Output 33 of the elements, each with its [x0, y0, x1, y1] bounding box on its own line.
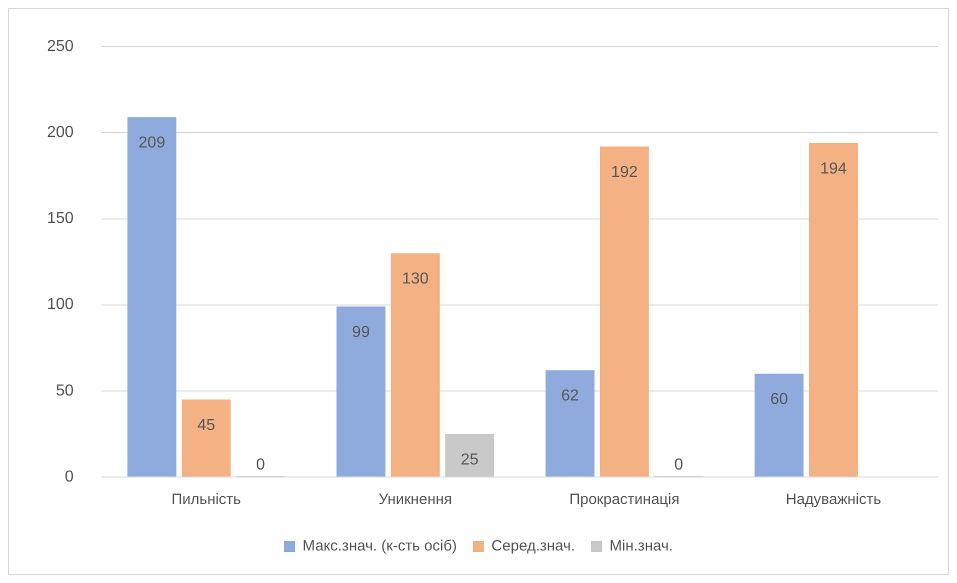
data-label: 194: [820, 160, 847, 178]
y-tick-label: 50: [56, 382, 74, 400]
bar: [445, 434, 494, 476]
x-tick-label: Пильність: [171, 491, 242, 508]
data-label: 192: [611, 164, 638, 181]
bar: [127, 117, 176, 476]
legend-label: Серед.знач.: [491, 538, 576, 555]
data-label: 209: [138, 134, 166, 152]
bar: [600, 146, 649, 476]
legend-label: Мін.знач.: [610, 538, 673, 555]
y-tick-label: 0: [64, 468, 74, 486]
y-tick-label: 250: [46, 38, 74, 56]
bar: [336, 306, 386, 476]
data-label: 45: [197, 416, 216, 434]
data-label: 62: [561, 388, 580, 405]
data-label: 60: [770, 391, 788, 408]
x-tick-label: Надуважність: [786, 491, 882, 508]
x-tick-label: Прокрастинація: [569, 491, 680, 508]
bar: [182, 400, 231, 476]
data-label: 130: [402, 270, 429, 288]
data-label: 0: [674, 456, 684, 474]
y-tick-label: 150: [46, 210, 74, 228]
x-tick-label: Уникнення: [378, 491, 452, 508]
data-label: 25: [460, 451, 479, 468]
bar: [546, 370, 594, 476]
y-tick-label: 100: [46, 296, 74, 314]
legend-label: Макс.знач. (к-сть осіб): [302, 538, 457, 555]
data-label: 0: [256, 456, 266, 474]
data-label: 99: [352, 324, 370, 341]
y-tick-label: 200: [46, 124, 74, 142]
bar: [754, 374, 804, 476]
bar: [390, 253, 440, 476]
bar: [809, 143, 858, 476]
